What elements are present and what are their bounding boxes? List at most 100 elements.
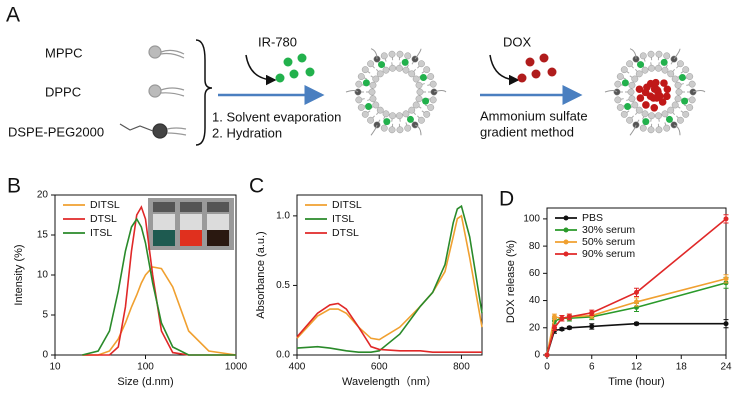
panel-a: A MPPC DPPC DSPE-PEG2000 IR-780 1. Solve… xyxy=(6,4,706,146)
lipid-head xyxy=(368,88,376,96)
dye xyxy=(383,118,391,126)
marker xyxy=(559,326,565,332)
series-line xyxy=(82,205,236,356)
y-tick-label: 15 xyxy=(37,230,49,241)
peg xyxy=(414,124,422,136)
dye xyxy=(419,74,427,82)
reagent: IR-780 xyxy=(258,34,297,49)
lipid-head xyxy=(655,50,663,58)
lipid-head xyxy=(423,66,431,74)
y-tick-label: 80 xyxy=(529,241,541,252)
lipid-head xyxy=(655,126,663,134)
lipid-head xyxy=(355,80,363,88)
peg xyxy=(414,48,422,60)
dye xyxy=(422,97,430,105)
drug xyxy=(641,88,650,97)
lipid-head xyxy=(631,101,639,109)
y-tick-label: 60 xyxy=(529,268,541,279)
marker xyxy=(589,310,595,316)
x-tick-label: 800 xyxy=(453,362,470,373)
lipid-head xyxy=(648,112,656,120)
lipid-head xyxy=(626,60,634,68)
lipid-head xyxy=(412,75,420,83)
legend-label: 30% serum xyxy=(582,224,635,236)
lipid-head xyxy=(641,66,649,74)
legend-label: DTSL xyxy=(90,213,117,225)
x-tick-label: 10 xyxy=(49,362,61,373)
panel-label: B xyxy=(7,175,21,198)
dye xyxy=(642,118,650,126)
series-line xyxy=(546,218,727,356)
lipid-head xyxy=(639,52,647,60)
curved-arrow xyxy=(489,54,520,86)
marker xyxy=(551,314,557,320)
drug xyxy=(650,85,659,93)
lipid-head xyxy=(355,96,363,104)
drug xyxy=(663,92,671,101)
lipid-head xyxy=(648,64,656,72)
y-tick-label: 0 xyxy=(42,350,48,361)
marker xyxy=(566,325,572,331)
lipid-head xyxy=(380,124,388,132)
marker xyxy=(544,352,550,358)
marker xyxy=(723,321,729,327)
x-axis-label: Time (hour) xyxy=(608,376,664,388)
lipid-head xyxy=(667,70,675,78)
dye xyxy=(401,58,409,66)
lipid-head xyxy=(682,110,690,118)
dye-dots xyxy=(275,53,315,83)
y-tick-label: 1.0 xyxy=(276,211,290,222)
lipid-name: DPPC xyxy=(45,84,81,99)
marker xyxy=(559,315,565,321)
lipid-head xyxy=(671,75,679,83)
lipid-head xyxy=(616,73,624,80)
lipid-head xyxy=(635,70,643,78)
x-tick-label: 100 xyxy=(137,362,154,373)
lipid-head xyxy=(382,66,390,74)
dye xyxy=(678,74,686,82)
y-tick-label: 100 xyxy=(523,214,540,225)
lipid-head xyxy=(408,106,416,114)
legend-label: ITSL xyxy=(90,227,112,239)
lipid-head xyxy=(614,96,622,104)
legend-label: PBS xyxy=(582,212,603,224)
legend-label: ITSL xyxy=(332,213,354,225)
panel-label: D xyxy=(499,188,514,211)
y-tick-label: 40 xyxy=(529,295,541,306)
drug xyxy=(663,85,672,94)
lipid-head xyxy=(367,60,375,68)
drug xyxy=(650,103,659,112)
lipid-head xyxy=(396,50,404,58)
lipid-head xyxy=(688,96,696,104)
lipid-head xyxy=(415,95,423,103)
lipid-head xyxy=(429,80,437,88)
legend-label: DITSL xyxy=(332,199,362,211)
lipid-head xyxy=(688,80,696,88)
inset-photo xyxy=(148,198,234,250)
lipid-head xyxy=(427,73,435,80)
x-tick-label: 18 xyxy=(676,362,688,373)
lipid-head xyxy=(614,80,622,88)
dye xyxy=(406,115,414,123)
lipid-head xyxy=(682,66,690,74)
peg xyxy=(673,124,681,136)
lipid-head xyxy=(676,60,684,68)
lipid-icons xyxy=(119,45,187,139)
lipid-head xyxy=(674,95,682,103)
lipid-head xyxy=(417,116,425,124)
peg xyxy=(629,48,637,60)
drug xyxy=(636,94,645,102)
peg xyxy=(604,90,618,93)
marker xyxy=(634,321,639,327)
lipid-head xyxy=(663,124,671,132)
lipid-head xyxy=(416,88,424,96)
marker xyxy=(551,325,557,331)
lipid-head xyxy=(429,96,437,104)
reagent: DOX xyxy=(503,34,532,49)
lipid-head xyxy=(654,112,662,120)
lipid-head xyxy=(388,126,396,134)
y-tick-label: 20 xyxy=(37,190,49,201)
lipid-name: DSPE-PEG2000 xyxy=(8,124,104,139)
legend-label: DTSL xyxy=(332,227,359,239)
legend-marker xyxy=(563,239,569,245)
